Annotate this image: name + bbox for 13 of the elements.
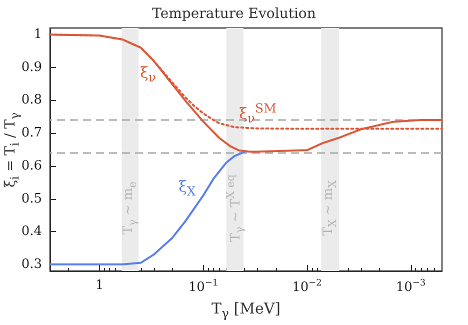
- series-label: ξ$_{ν}$: [140, 64, 156, 85]
- chart-title: Temperature Evolution: [152, 6, 316, 22]
- y-tick-label: 0.7: [21, 126, 42, 141]
- x-tick-label: 1: [95, 278, 104, 293]
- y-tick-label: 1: [34, 27, 42, 42]
- y-tick-label: 0.8: [21, 92, 42, 108]
- y-tick-label: 0.5: [21, 191, 42, 206]
- y-tick-label: 0.3: [21, 256, 42, 272]
- y-tick-label: 0.4: [21, 224, 42, 240]
- x-axis-title: T$_{γ}$ [MeV]: [211, 300, 281, 320]
- series-label: ξ$_{X}$: [178, 178, 196, 199]
- y-tick-label: 0.9: [21, 60, 42, 75]
- y-tick-label: 0.6: [21, 158, 42, 174]
